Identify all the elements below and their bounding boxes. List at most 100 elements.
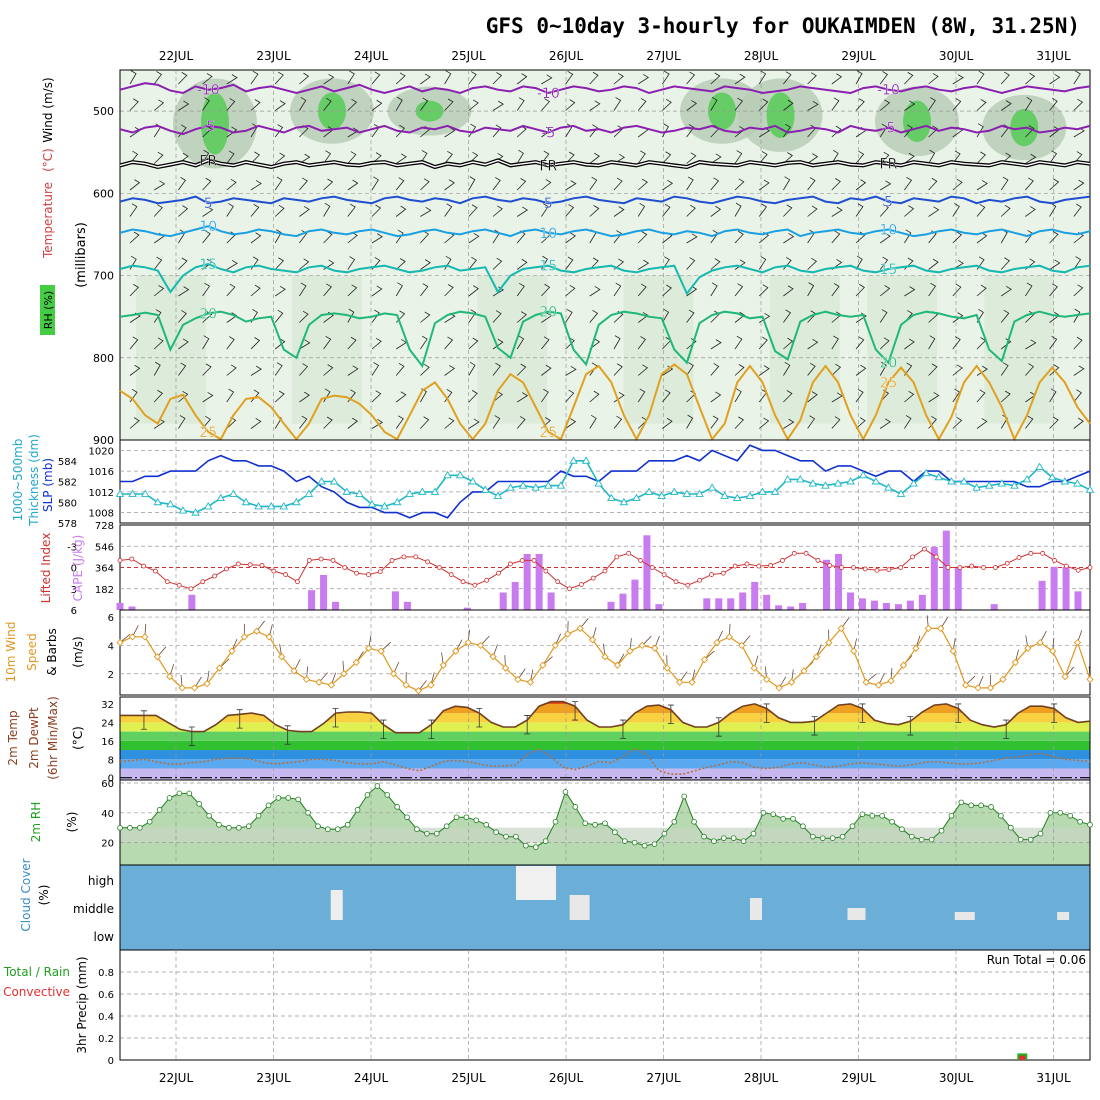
- li-tick-label: 0: [71, 564, 77, 575]
- cloud-panel: high middle low: [73, 864, 1091, 951]
- wind-barb: [831, 335, 839, 350]
- wind-barb: [710, 96, 718, 111]
- bottom-day-labels: 22JUL 23JUL 24JUL 25JUL 26JUL 27JUL 28JUL 29JUL…: [159, 1071, 1071, 1085]
- wind-barb: [928, 125, 939, 138]
- wind-barb: [153, 337, 164, 350]
- wind-barb: [1073, 203, 1082, 217]
- wind-barb: [637, 202, 646, 217]
- li-marker: [851, 565, 856, 570]
- wind10-marker: [912, 644, 920, 652]
- rh-region-high: [201, 92, 229, 155]
- li-marker: [1040, 550, 1046, 556]
- thickness-marker: [833, 479, 843, 487]
- wind-barb: [516, 311, 527, 323]
- wind-barb: [855, 70, 863, 85]
- cape-bar: [631, 579, 639, 610]
- wind-barb: [589, 152, 600, 164]
- cape-bar: [391, 591, 399, 610]
- wind-barb: [492, 72, 503, 85]
- wind-barb: [589, 176, 598, 191]
- bottom-day-label: 22JUL: [159, 1071, 194, 1085]
- wind10-marker: [302, 675, 311, 684]
- wind-barb: [541, 150, 550, 164]
- wind10-marker: [1061, 672, 1069, 681]
- wind-barb: [202, 335, 210, 350]
- li-marker: [697, 577, 703, 583]
- thickness-marker: [607, 493, 616, 502]
- rh2m-marker: [859, 811, 866, 818]
- thickness-marker: [644, 487, 654, 495]
- wind-barb: [202, 230, 211, 244]
- bottom-day-label: 24JUL: [354, 1071, 389, 1085]
- wind10-marker: [265, 633, 273, 641]
- thickness-marker: [984, 481, 994, 489]
- temp-minmax-bar: [1003, 719, 1010, 739]
- wind-barb: [662, 179, 674, 191]
- slp-tick-label: 1020: [89, 446, 114, 457]
- top-day-label: 23JUL: [256, 49, 291, 63]
- temp-subzero-band: [120, 777, 1090, 780]
- rh2m-marker: [394, 804, 400, 810]
- thickness-marker: [732, 493, 742, 502]
- bottom-day-label: 23JUL: [256, 1071, 291, 1085]
- cape-bar: [511, 581, 519, 610]
- rh2m-marker: [968, 802, 975, 809]
- wind-barb: [734, 73, 746, 85]
- wind10-axis-label-a: 10m Wind: [4, 622, 18, 683]
- wind10-marker: [240, 633, 248, 641]
- wind-barb: [710, 205, 722, 217]
- li-marker: [626, 550, 632, 556]
- wind-barb: [662, 203, 671, 217]
- wind-barb: [904, 176, 913, 191]
- li-marker: [188, 586, 194, 592]
- wind-barb: [710, 153, 722, 164]
- wind-barb: [565, 418, 577, 429]
- wind-barb: [831, 206, 843, 217]
- wind10-marker: [290, 667, 298, 675]
- wind10-marker: [365, 644, 373, 652]
- temp2m-tick-label: 24: [101, 718, 114, 729]
- temp-minmax-bar: [428, 719, 435, 739]
- rh2m-marker: [176, 790, 183, 797]
- wind10-marker: [402, 681, 410, 689]
- cape-bar: [858, 598, 866, 610]
- thickness-marker: [846, 477, 855, 485]
- li-marker: [945, 565, 951, 570]
- wind-barb: [831, 283, 840, 297]
- temperature-contour: [119, 82, 1091, 95]
- wind-barb: [444, 98, 454, 111]
- wind-barb: [637, 178, 648, 191]
- slp-tick-label: 1012: [89, 488, 114, 499]
- wind-barb: [1073, 417, 1084, 429]
- wind-barb: [831, 149, 839, 164]
- thickness-marker: [481, 485, 490, 493]
- wind10-marker: [464, 638, 472, 647]
- wind-barb: [299, 282, 307, 297]
- cloud-block: [847, 908, 866, 920]
- wind-barb: [686, 204, 696, 217]
- cape-bar: [607, 601, 615, 610]
- rh2m-marker: [641, 842, 648, 849]
- cloud-axis-label-a: Cloud Cover: [19, 858, 33, 931]
- rh2m-marker: [928, 836, 935, 843]
- wind-barb: [153, 285, 165, 297]
- contour-label: -10: [197, 83, 220, 99]
- thickness-line: [120, 460, 1091, 514]
- wind-barb: [299, 206, 310, 217]
- wind-barb: [710, 391, 722, 403]
- wind-barb: [613, 177, 623, 191]
- rh-region-high: [903, 100, 931, 143]
- wind-barb: [541, 74, 553, 85]
- rh2m-marker: [612, 829, 618, 835]
- cape-tick-label: 182: [95, 585, 114, 596]
- cloud-block: [750, 898, 762, 920]
- rh2m-marker: [127, 824, 133, 831]
- wind10-marker: [278, 653, 286, 661]
- wind10-marker: [514, 675, 522, 684]
- li-marker: [212, 573, 218, 579]
- li-marker: [1016, 555, 1022, 560]
- precip-tick-label: 0: [108, 1056, 114, 1067]
- wind-barb: [492, 100, 504, 111]
- wind-barb: [783, 361, 791, 376]
- thickness-marker: [581, 456, 591, 464]
